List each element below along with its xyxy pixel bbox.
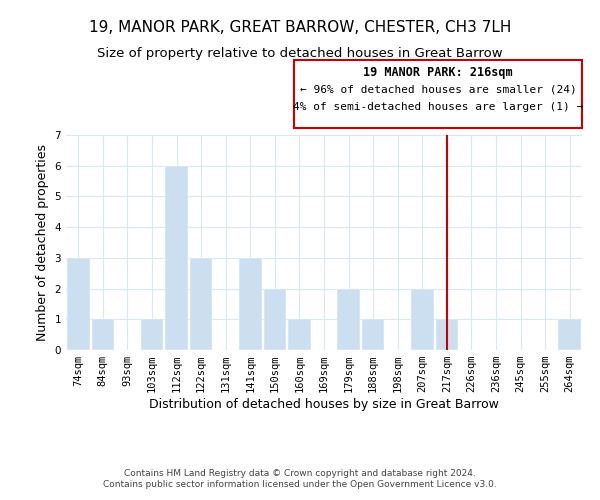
Bar — [239, 258, 262, 350]
Text: Size of property relative to detached houses in Great Barrow: Size of property relative to detached ho… — [97, 48, 503, 60]
Text: 19, MANOR PARK, GREAT BARROW, CHESTER, CH3 7LH: 19, MANOR PARK, GREAT BARROW, CHESTER, C… — [89, 20, 511, 35]
Text: Contains HM Land Registry data © Crown copyright and database right 2024.: Contains HM Land Registry data © Crown c… — [124, 468, 476, 477]
Bar — [337, 288, 360, 350]
Bar — [411, 288, 434, 350]
Bar — [140, 320, 163, 350]
Y-axis label: Number of detached properties: Number of detached properties — [36, 144, 49, 341]
Bar — [436, 320, 458, 350]
Text: Contains public sector information licensed under the Open Government Licence v3: Contains public sector information licen… — [103, 480, 497, 489]
Bar — [263, 288, 286, 350]
Bar — [92, 320, 114, 350]
Bar — [362, 320, 385, 350]
Bar — [190, 258, 212, 350]
Bar — [165, 166, 188, 350]
Bar — [288, 320, 311, 350]
Bar — [559, 320, 581, 350]
Text: 4% of semi-detached houses are larger (1) →: 4% of semi-detached houses are larger (1… — [293, 102, 583, 113]
Text: ← 96% of detached houses are smaller (24): ← 96% of detached houses are smaller (24… — [299, 85, 577, 95]
Bar — [67, 258, 89, 350]
X-axis label: Distribution of detached houses by size in Great Barrow: Distribution of detached houses by size … — [149, 398, 499, 411]
Text: 19 MANOR PARK: 216sqm: 19 MANOR PARK: 216sqm — [363, 66, 513, 79]
